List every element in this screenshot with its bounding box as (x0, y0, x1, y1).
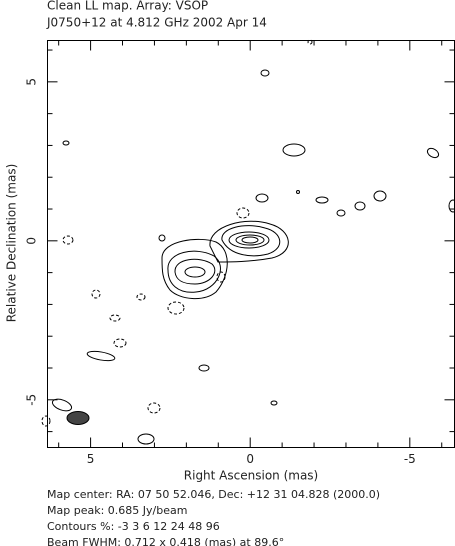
plot-frame (47, 40, 455, 448)
y-axis-label: Relative Declination (mas) (5, 164, 19, 323)
chart-title: Clean LL map. Array: VSOP (47, 0, 208, 13)
contours (41, 39, 455, 445)
x-tick-label: 0 (246, 452, 254, 466)
map-note: Map center: RA: 07 50 52.046, Dec: +12 3… (47, 488, 380, 501)
y-tick-label: 5 (25, 78, 39, 86)
beam (66, 411, 90, 425)
map-note: Map peak: 0.685 Jy/beam (47, 504, 187, 517)
chart-subtitle: J0750+12 at 4.812 GHz 2002 Apr 14 (46, 16, 267, 30)
map-note: Contours %: -3 3 6 12 24 48 96 (47, 520, 220, 533)
y-tick-label: -5 (25, 394, 39, 406)
map-note: Beam FWHM: 0.712 x 0.418 (mas) at 89.6° (47, 536, 284, 546)
x-tick-label: 5 (87, 452, 95, 466)
x-axis-label: Right Ascension (mas) (184, 469, 318, 483)
y-tick-label: 0 (25, 237, 39, 245)
x-tick-label: -5 (404, 452, 416, 466)
